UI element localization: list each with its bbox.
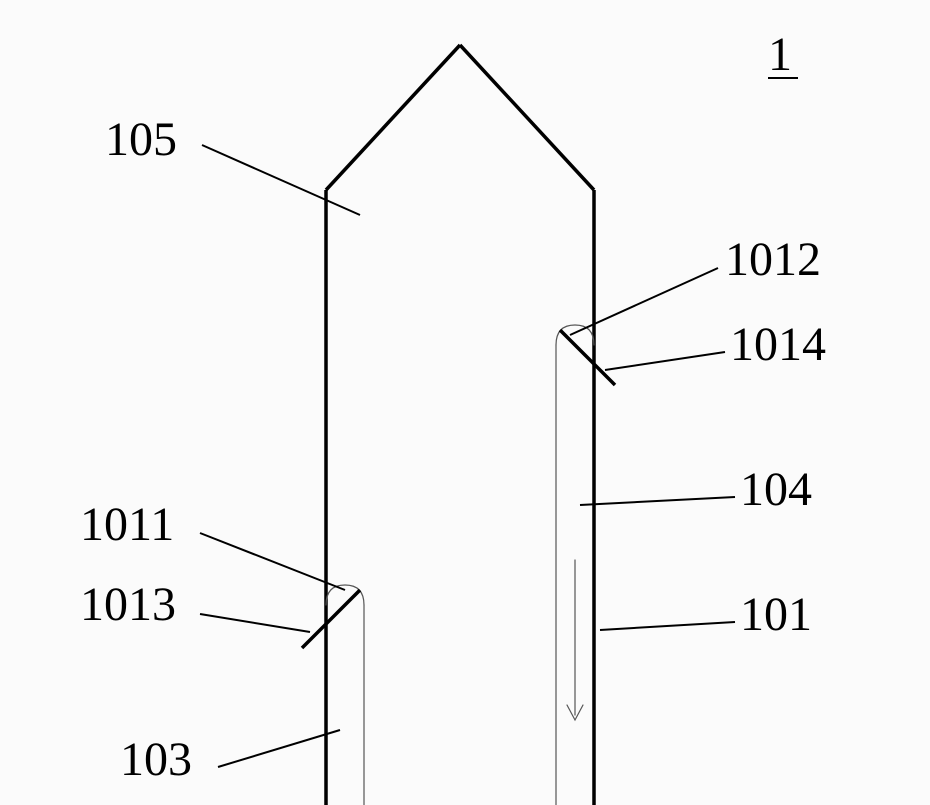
flow-arrow xyxy=(567,560,583,720)
leader-101 xyxy=(600,622,735,630)
label-1014: 1014 xyxy=(730,318,826,371)
left-flap xyxy=(302,590,360,648)
label-1011: 1011 xyxy=(80,498,174,551)
left-slot-top xyxy=(326,585,364,605)
right-flap xyxy=(560,330,615,385)
leader-1011 xyxy=(200,533,345,590)
leader-1012 xyxy=(570,268,718,335)
label-101: 101 xyxy=(740,588,812,641)
label-1012: 1012 xyxy=(725,233,821,286)
apex-right xyxy=(460,45,594,190)
apex-left xyxy=(326,45,460,190)
labels: 1 105 1012 1014 104 1011 1013 101 103 xyxy=(80,28,826,786)
leader-103 xyxy=(218,730,340,767)
label-103: 103 xyxy=(120,733,192,786)
diagram-canvas: 1 105 1012 1014 104 1011 1013 101 103 xyxy=(0,0,930,805)
leader-1014 xyxy=(605,352,725,370)
main-body xyxy=(326,45,594,805)
leader-104 xyxy=(580,497,735,505)
figure-number: 1 xyxy=(768,28,792,81)
right-slot-top xyxy=(556,325,594,345)
leader-1013 xyxy=(200,614,310,632)
label-105: 105 xyxy=(105,113,177,166)
leaders xyxy=(200,145,735,767)
label-104: 104 xyxy=(740,463,812,516)
label-1013: 1013 xyxy=(80,578,176,631)
